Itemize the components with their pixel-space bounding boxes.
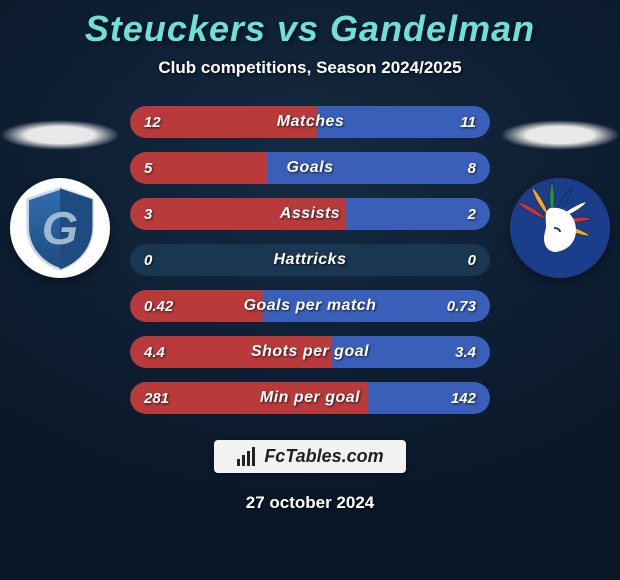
stat-left-value: 5	[144, 160, 152, 177]
page-title: Steuckers vs Gandelman	[85, 8, 535, 50]
stat-row: 4.4 Shots per goal 3.4	[130, 336, 490, 368]
stat-label: Hattricks	[274, 251, 347, 269]
stat-label: Goals	[287, 159, 334, 177]
stat-right-value: 2	[468, 206, 476, 223]
stat-label: Matches	[277, 113, 345, 131]
stat-row: 12 Matches 11	[130, 106, 490, 138]
stat-row: 3 Assists 2	[130, 198, 490, 230]
stat-left-value: 281	[144, 390, 169, 407]
stat-label: Assists	[280, 205, 340, 223]
branding-badge[interactable]: FcTables.com	[214, 440, 405, 473]
stat-row: 281 Min per goal 142	[130, 382, 490, 414]
stat-row: 5 Goals 8	[130, 152, 490, 184]
stat-right-value: 0.73	[447, 298, 476, 315]
genk-shield-icon: G	[15, 183, 105, 273]
branding-text: FcTables.com	[264, 446, 383, 467]
stat-right-value: 0	[468, 252, 476, 269]
stat-label: Shots per goal	[251, 343, 369, 361]
svg-text:G: G	[42, 202, 78, 254]
right-team-logo	[510, 178, 610, 278]
chart-icon	[236, 447, 258, 467]
ellipse-decoration	[0, 120, 120, 150]
left-team-logo: G	[10, 178, 110, 278]
stat-row: 0.42 Goals per match 0.73	[130, 290, 490, 322]
subtitle: Club competitions, Season 2024/2025	[158, 58, 461, 78]
ellipse-decoration	[500, 120, 620, 150]
stat-left-value: 0.42	[144, 298, 173, 315]
date-label: 27 october 2024	[246, 493, 375, 513]
stat-left-value: 3	[144, 206, 152, 223]
left-team-block: G	[0, 120, 120, 278]
infographic-container: Steuckers vs Gandelman Club competitions…	[0, 0, 620, 580]
stat-label: Goals per match	[244, 297, 377, 315]
stat-right-value: 3.4	[455, 344, 476, 361]
right-team-block	[500, 120, 620, 278]
chief-head-icon	[510, 178, 610, 278]
stat-right-value: 8	[468, 160, 476, 177]
stats-list: 12 Matches 11 5 Goals 8 3 Assists 2 0 Hattricks 0 0.…	[130, 106, 490, 414]
stat-right-value: 11	[460, 114, 476, 131]
stat-left-value: 12	[144, 114, 161, 131]
stat-label: Min per goal	[260, 389, 360, 407]
stat-left-value: 0	[144, 252, 152, 269]
stat-right-value: 142	[451, 390, 476, 407]
stat-row: 0 Hattricks 0	[130, 244, 490, 276]
stat-left-value: 4.4	[144, 344, 165, 361]
